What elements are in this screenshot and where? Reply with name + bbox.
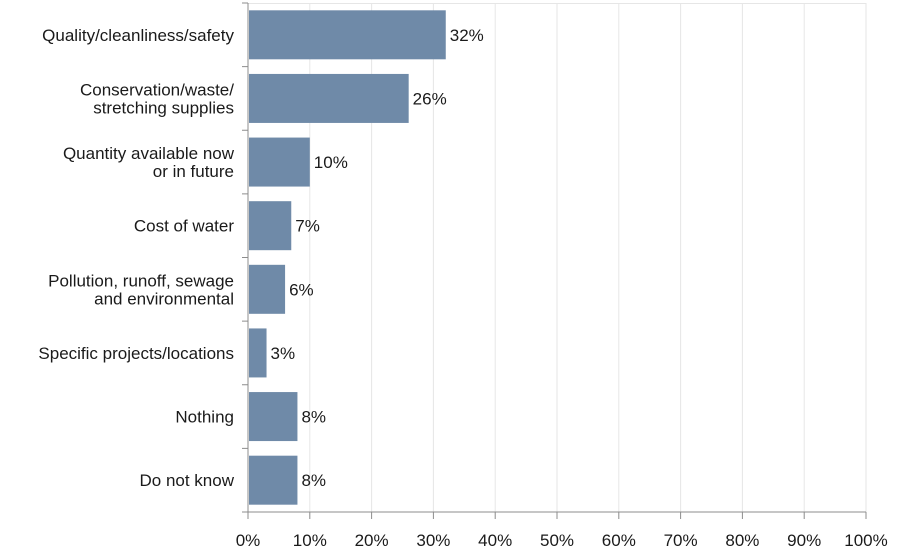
category-label: or in future xyxy=(153,162,234,181)
x-tick-label: 70% xyxy=(664,531,698,550)
data-label: 6% xyxy=(289,280,314,299)
x-tick-label: 30% xyxy=(416,531,450,550)
x-tick-label: 40% xyxy=(478,531,512,550)
category-labels: Quality/cleanliness/safety Conservation/w… xyxy=(38,26,234,490)
data-label: 10% xyxy=(314,153,348,172)
data-label: 3% xyxy=(271,344,296,363)
value-labels: 32% 26% 10% 7% 6% 3% 8% 8% xyxy=(271,26,484,490)
category-label: Do not know xyxy=(140,471,235,490)
x-tick-label: 80% xyxy=(725,531,759,550)
data-label: 8% xyxy=(301,471,326,490)
x-tick-label: 20% xyxy=(355,531,389,550)
data-label: 32% xyxy=(450,26,484,45)
bar xyxy=(249,137,310,187)
data-label: 7% xyxy=(295,217,320,236)
category-label: Quality/cleanliness/safety xyxy=(42,26,234,45)
bar xyxy=(249,201,292,251)
bar xyxy=(249,10,446,60)
bar xyxy=(249,392,298,442)
bar xyxy=(249,328,267,378)
category-label: Conservation/waste/ xyxy=(80,80,234,99)
bar xyxy=(249,264,286,314)
category-label: and environmental xyxy=(94,289,234,308)
data-label: 8% xyxy=(301,408,326,427)
data-label: 26% xyxy=(413,89,447,108)
category-label: Nothing xyxy=(175,408,234,427)
category-label: stretching supplies xyxy=(93,98,234,117)
x-tick-labels: 0% 10% 20% 30% 40% 50% 60% 70% 80% 90% 100% xyxy=(236,531,888,550)
x-tick-label: 60% xyxy=(602,531,636,550)
category-label: Specific projects/locations xyxy=(38,344,234,363)
x-tick-label: 100% xyxy=(844,531,887,550)
bar xyxy=(249,455,298,505)
category-label: Cost of water xyxy=(134,217,234,236)
x-tick-label: 90% xyxy=(787,531,821,550)
x-tick-label: 50% xyxy=(540,531,574,550)
category-label: Quantity available now xyxy=(63,144,235,163)
x-tick-label: 0% xyxy=(236,531,261,550)
category-label: Pollution, runoff, sewage xyxy=(48,271,234,290)
x-tick-label: 10% xyxy=(293,531,327,550)
bars xyxy=(249,10,446,505)
axes xyxy=(242,2,867,519)
bar xyxy=(249,73,409,123)
